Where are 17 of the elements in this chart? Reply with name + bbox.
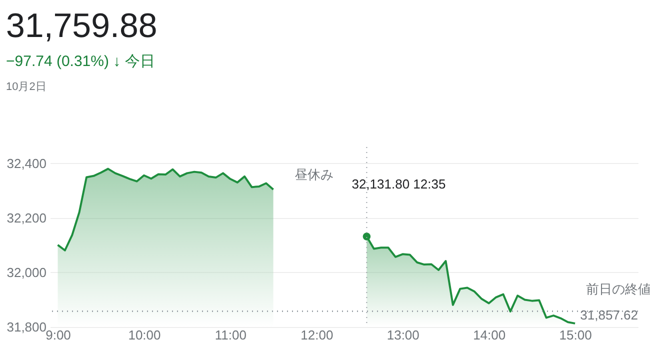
y-tick-label: 31,800 — [6, 320, 46, 334]
x-tick-label: 13:00 — [386, 328, 420, 342]
annotation: 昼休み — [294, 167, 334, 182]
y-tick-label: 32,200 — [6, 210, 46, 226]
x-tick-label: 12:00 — [300, 328, 334, 342]
text: 10月2日 — [6, 81, 46, 93]
chart-title: 31,759.88 — [6, 7, 158, 45]
x-tick-label: 9:00 — [46, 328, 71, 342]
x-tick-label: 15:00 — [559, 328, 592, 342]
chart-subtitle: −97.74 (0.31%) ↓ 今日 — [6, 53, 155, 70]
x-tick-label: 10:00 — [128, 328, 161, 342]
y-tick-label: 32,400 — [6, 156, 46, 171]
annotation: 31,857.62 — [580, 307, 638, 322]
x-tick-label: 14:00 — [473, 328, 506, 342]
y-tick-label: 32,000 — [6, 264, 46, 280]
x-tick-label: 11:00 — [214, 328, 246, 342]
annotation: 32,131.80 12:35 — [352, 176, 446, 192]
